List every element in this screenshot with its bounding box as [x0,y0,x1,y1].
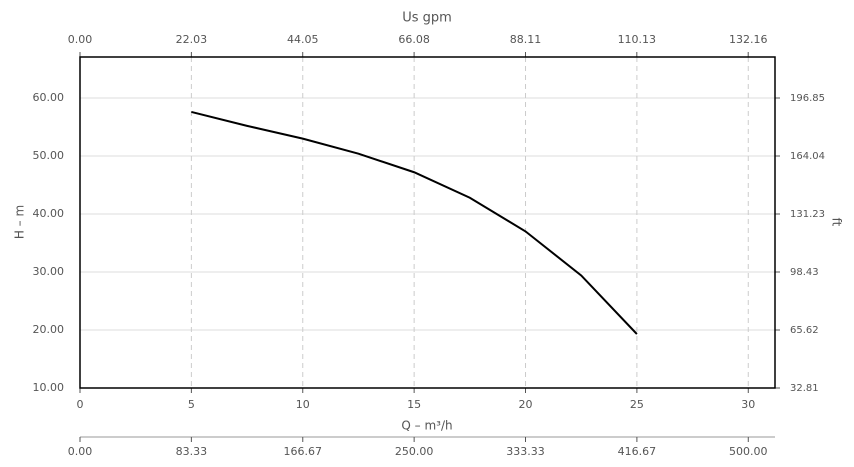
x2-tick-label: 132.16 [729,33,768,46]
x3-tick-label: 83.33 [176,445,208,458]
x3-tick-label: 500.00 [729,445,768,458]
x-tick-label: 0 [77,398,84,411]
y2-axis-title: ft [830,218,844,227]
x-tick-label: 15 [407,398,421,411]
y2-tick-label: 65.62 [790,325,819,336]
plot-frame [79,56,776,389]
curve [191,110,638,335]
x3-tick-label: 416.67 [618,445,657,458]
x3-tick-label: 166.67 [284,445,323,458]
x3-tick-label: 333.33 [506,445,545,458]
x2-tick-label: 22.03 [176,33,208,46]
y2-tick-label: 164.04 [790,151,825,162]
x-tick-label: 20 [519,398,533,411]
x-tick-label: 10 [296,398,310,411]
y-tick-label: 20.00 [33,323,65,336]
y2-tick-label: 131.23 [790,209,825,220]
y-axis-title: H – m [13,205,27,239]
y-tick-label: 50.00 [33,149,65,162]
x2-tick-label: 44.05 [287,33,319,46]
x-axis-title: Q – m³/h [401,419,452,433]
x-tick-label: 30 [741,398,755,411]
y2-tick-label: 196.85 [790,93,825,104]
x-tick-label: 5 [188,398,195,411]
x2-tick-label: 0.00 [68,33,93,46]
y-tick-label: 10.00 [33,381,65,394]
x3-tick-label: 250.00 [395,445,434,458]
y-tick-label: 40.00 [33,207,65,220]
x3-tick-label: 0.00 [68,445,93,458]
y2-tick-label: 32.81 [790,383,819,394]
x-tick-label: 25 [630,398,644,411]
x2-tick-label: 110.13 [618,33,657,46]
y-tick-label: 30.00 [33,265,65,278]
x2-tick-label: 66.08 [398,33,430,46]
y2-tick-label: 98.43 [790,267,819,278]
x2-axis-title: Us gpm [402,11,452,26]
x2-tick-label: 88.11 [510,33,542,46]
y-tick-label: 60.00 [33,91,65,104]
